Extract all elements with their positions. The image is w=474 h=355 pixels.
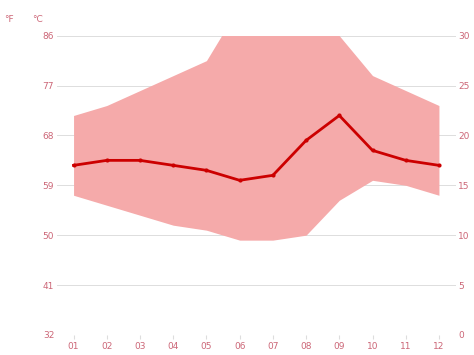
Text: °C: °C — [32, 15, 43, 24]
Text: °F: °F — [4, 15, 14, 24]
